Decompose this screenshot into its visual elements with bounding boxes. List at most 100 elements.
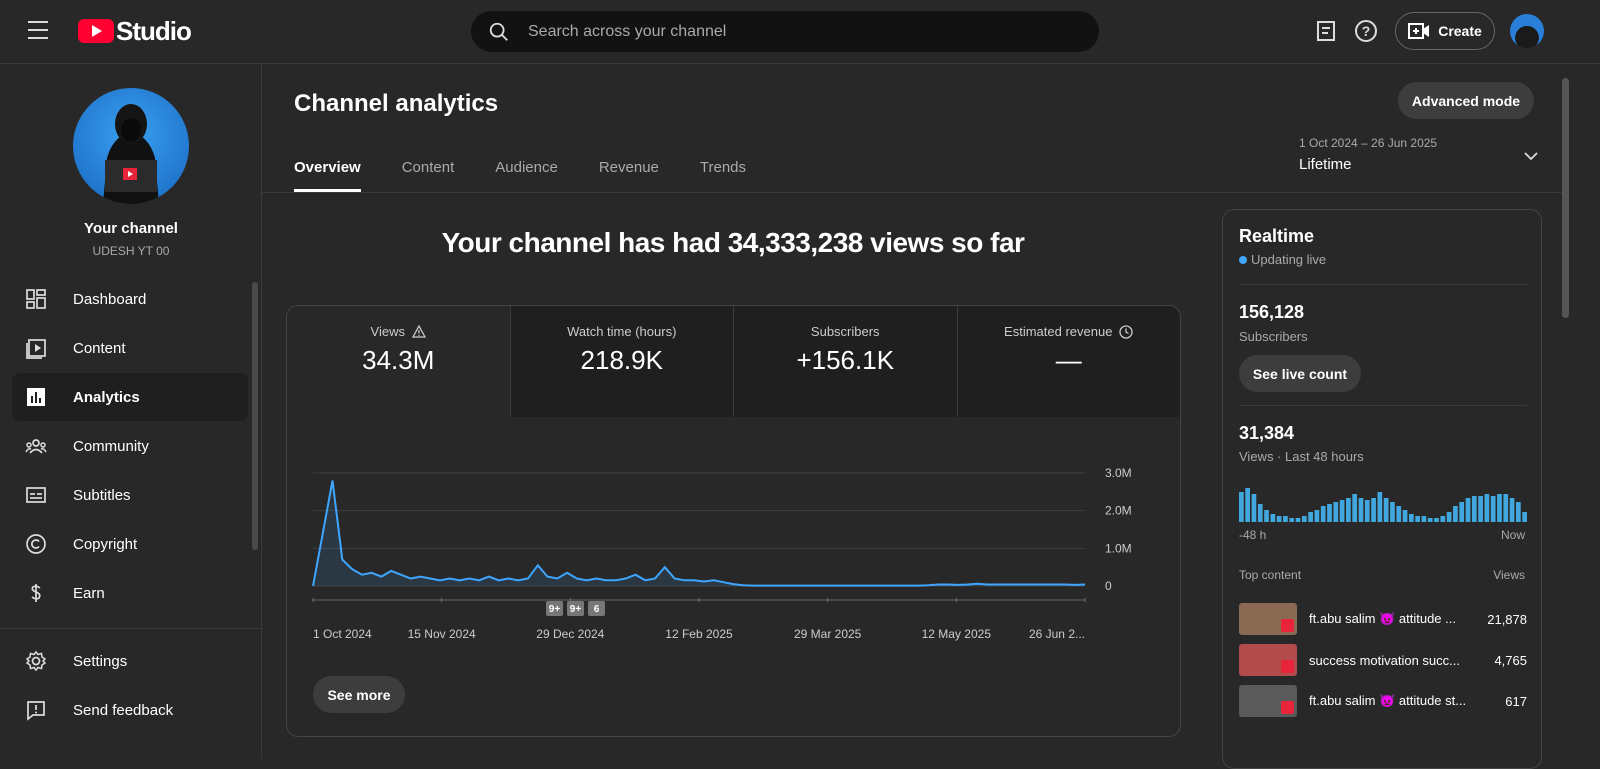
metric-label: Subscribers (810, 324, 880, 339)
realtime-bar[interactable] (1314, 510, 1320, 522)
realtime-bar[interactable] (1333, 502, 1339, 522)
event-marker[interactable] (588, 601, 605, 616)
series-area (313, 480, 1085, 586)
page-title: Channel analytics (294, 90, 499, 117)
realtime-bar[interactable] (1497, 494, 1502, 522)
realtime-bar[interactable] (1364, 500, 1370, 522)
account-avatar[interactable] (1510, 14, 1544, 48)
sidebar-item-settings[interactable]: Settings (12, 637, 248, 685)
tab-trends[interactable]: Trends (699, 159, 747, 176)
realtime-bar[interactable] (1490, 496, 1496, 522)
realtime-bar[interactable] (1471, 496, 1477, 522)
realtime-bar[interactable] (1434, 518, 1439, 522)
realtime-bar[interactable] (1339, 500, 1345, 522)
realtime-bar[interactable] (1327, 504, 1332, 522)
realtime-bar[interactable] (1245, 488, 1250, 522)
sidebar-item-earn[interactable]: Earn (12, 569, 248, 617)
studio-logo[interactable]: Studio (78, 16, 192, 46)
realtime-title: Realtime (1239, 226, 1315, 246)
realtime-bar[interactable] (1264, 510, 1269, 522)
tab-content[interactable]: Content (401, 159, 455, 176)
realtime-bar[interactable] (1427, 518, 1433, 522)
realtime-bar[interactable] (1390, 502, 1395, 522)
realtime-bar[interactable] (1415, 516, 1420, 522)
tab-audience[interactable]: Audience (495, 159, 558, 176)
sidebar-divider (0, 628, 261, 629)
realtime-bar[interactable] (1270, 514, 1276, 522)
scrollbar-thumb[interactable] (1562, 78, 1569, 318)
search-bar[interactable] (471, 11, 1099, 52)
metric-watch-time[interactable]: Watch time (hours) 218.9K (510, 306, 734, 417)
top-content-row[interactable]: ft.abu salim 👿 attitude ... 21,878 (1239, 602, 1527, 636)
sidebar-item-send-feedback[interactable]: Send feedback (12, 686, 248, 734)
realtime-bar[interactable] (1371, 498, 1376, 522)
sidebar-item-content[interactable]: Content (12, 324, 248, 372)
event-marker[interactable] (546, 601, 563, 616)
realtime-bar[interactable] (1377, 492, 1383, 522)
date-range-selector[interactable]: 1 Oct 2024 – 26 Jun 2025 Lifetime (1299, 136, 1539, 180)
realtime-bar-chart[interactable] (1239, 482, 1527, 522)
see-live-count-button[interactable]: See live count (1239, 355, 1361, 392)
realtime-bar[interactable] (1257, 504, 1263, 522)
realtime-bar[interactable] (1320, 506, 1326, 522)
shorts-icon (1281, 660, 1294, 673)
realtime-bar[interactable] (1509, 498, 1515, 522)
realtime-bar[interactable] (1478, 496, 1483, 522)
create-button[interactable]: Create (1395, 12, 1495, 50)
realtime-bar[interactable] (1346, 498, 1351, 522)
realtime-bar[interactable] (1251, 494, 1257, 522)
sidebar-item-dashboard[interactable]: Dashboard (12, 275, 248, 323)
sidebar-scrollbar[interactable] (252, 282, 258, 550)
realtime-bar[interactable] (1516, 502, 1521, 522)
realtime-bar[interactable] (1276, 516, 1282, 522)
menu-icon[interactable] (26, 21, 52, 43)
metric-value: — (1055, 345, 1082, 375)
realtime-bar[interactable] (1402, 510, 1408, 522)
sidebar-item-subtitles[interactable]: Subtitles (12, 471, 248, 519)
page-scrollbar[interactable] (1562, 64, 1600, 759)
realtime-bar[interactable] (1301, 516, 1307, 522)
search-input[interactable] (528, 22, 1048, 41)
views-line-chart[interactable]: 3.0M 2.0M 1.0M 0 1 Oct 2024 15 Nov 2024 29 Dec… (287, 417, 1181, 657)
realtime-bar[interactable] (1283, 516, 1288, 522)
sidebar-item-analytics[interactable]: Analytics (12, 373, 248, 421)
tabs-divider (262, 192, 1562, 193)
realtime-bar[interactable] (1440, 516, 1446, 522)
realtime-bar[interactable] (1421, 516, 1427, 522)
realtime-bar[interactable] (1484, 494, 1490, 522)
realtime-bar[interactable] (1383, 498, 1389, 522)
see-more-button[interactable]: See more (313, 676, 405, 713)
realtime-bar[interactable] (1358, 498, 1364, 522)
realtime-bar[interactable] (1295, 518, 1301, 522)
sidebar-item-label: Community (73, 437, 149, 455)
metric-views[interactable]: Views 34.3M (287, 306, 511, 417)
channel-avatar[interactable] (73, 88, 189, 204)
realtime-bar[interactable] (1396, 506, 1402, 522)
realtime-bar[interactable] (1459, 502, 1465, 522)
realtime-bar[interactable] (1289, 518, 1295, 522)
realtime-bar[interactable] (1408, 514, 1414, 522)
realtime-bar[interactable] (1308, 512, 1313, 522)
sidebar-item-copyright[interactable]: Copyright (12, 520, 248, 568)
realtime-bar[interactable] (1465, 498, 1471, 522)
realtime-bar[interactable] (1352, 494, 1358, 522)
sidebar-item-community[interactable]: Community (12, 422, 248, 470)
realtime-bar[interactable] (1503, 494, 1509, 522)
tab-overview[interactable]: Overview (294, 152, 361, 192)
realtime-bar[interactable] (1239, 492, 1244, 522)
feedback-comment-icon[interactable] (1313, 18, 1339, 44)
top-content-row[interactable]: success motivation succ... 4,765 (1239, 643, 1527, 677)
top-content-row[interactable]: ft.abu salim 👿 attitude st... 617 (1239, 684, 1527, 718)
realtime-bar[interactable] (1446, 512, 1452, 522)
advanced-mode-button[interactable]: Advanced mode (1398, 82, 1534, 119)
metric-estimated-revenue[interactable]: Estimated revenue — (957, 306, 1180, 417)
tab-revenue[interactable]: Revenue (598, 159, 659, 176)
realtime-bar[interactable] (1522, 512, 1527, 522)
mini-axis-start: -48 h (1239, 528, 1267, 542)
series-line[interactable] (312, 480, 1086, 587)
realtime-bar[interactable] (1453, 506, 1458, 522)
metric-subscribers[interactable]: Subscribers +156.1K (734, 306, 958, 417)
copyright-icon (26, 534, 46, 554)
help-icon[interactable]: ? (1353, 18, 1379, 44)
event-marker[interactable] (567, 601, 584, 616)
